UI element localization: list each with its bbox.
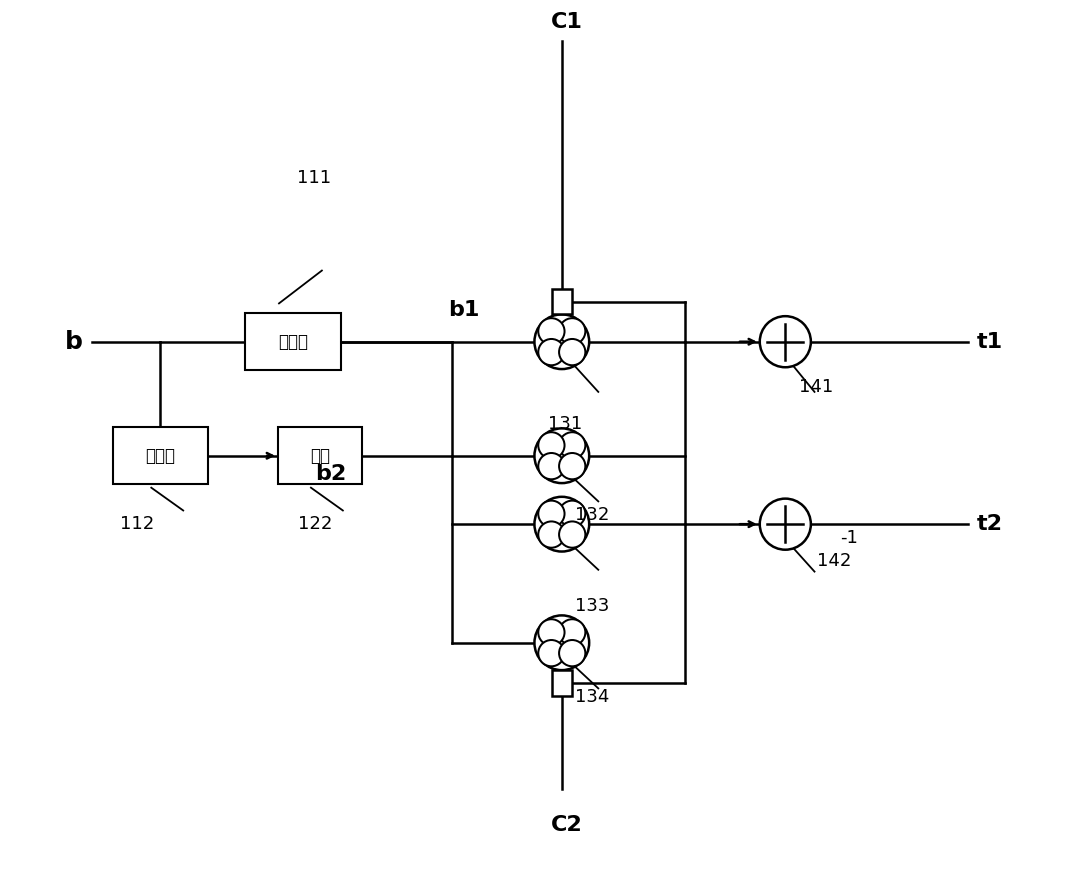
Circle shape <box>538 522 565 548</box>
Circle shape <box>538 640 565 666</box>
Circle shape <box>559 318 585 345</box>
Text: 133: 133 <box>576 598 610 615</box>
Bar <box>278 428 362 484</box>
Circle shape <box>538 432 565 458</box>
Circle shape <box>535 615 590 670</box>
Text: 122: 122 <box>299 515 333 533</box>
Circle shape <box>559 522 585 548</box>
Text: C1: C1 <box>551 12 582 32</box>
Text: b2: b2 <box>316 464 347 484</box>
Circle shape <box>760 316 811 368</box>
Text: b: b <box>65 330 83 354</box>
Text: 112: 112 <box>121 515 155 533</box>
Text: b1: b1 <box>447 300 479 319</box>
Text: 下抗样: 下抗样 <box>278 332 307 351</box>
Text: 111: 111 <box>298 169 331 186</box>
Circle shape <box>559 453 585 480</box>
Bar <box>552 289 571 314</box>
Bar <box>112 428 208 484</box>
Bar <box>552 670 571 696</box>
Text: C2: C2 <box>551 816 582 836</box>
Circle shape <box>535 497 590 551</box>
Circle shape <box>535 429 590 483</box>
Circle shape <box>538 318 565 345</box>
Circle shape <box>535 314 590 369</box>
Text: 142: 142 <box>817 551 852 570</box>
Circle shape <box>559 432 585 458</box>
Text: t2: t2 <box>977 514 1003 534</box>
Circle shape <box>559 500 585 527</box>
Circle shape <box>559 640 585 666</box>
Bar <box>245 313 341 370</box>
Circle shape <box>538 500 565 527</box>
Circle shape <box>538 620 565 646</box>
Text: 迟叶: 迟叶 <box>310 447 330 465</box>
Text: 132: 132 <box>576 506 610 524</box>
Text: 下抗样: 下抗样 <box>146 447 176 465</box>
Circle shape <box>760 499 811 550</box>
Circle shape <box>559 339 585 365</box>
Circle shape <box>559 620 585 646</box>
Text: -1: -1 <box>840 528 858 547</box>
Circle shape <box>538 453 565 480</box>
Text: 141: 141 <box>799 378 833 396</box>
Text: 131: 131 <box>548 415 582 433</box>
Text: 134: 134 <box>576 689 610 706</box>
Circle shape <box>538 339 565 365</box>
Text: t1: t1 <box>977 332 1003 352</box>
